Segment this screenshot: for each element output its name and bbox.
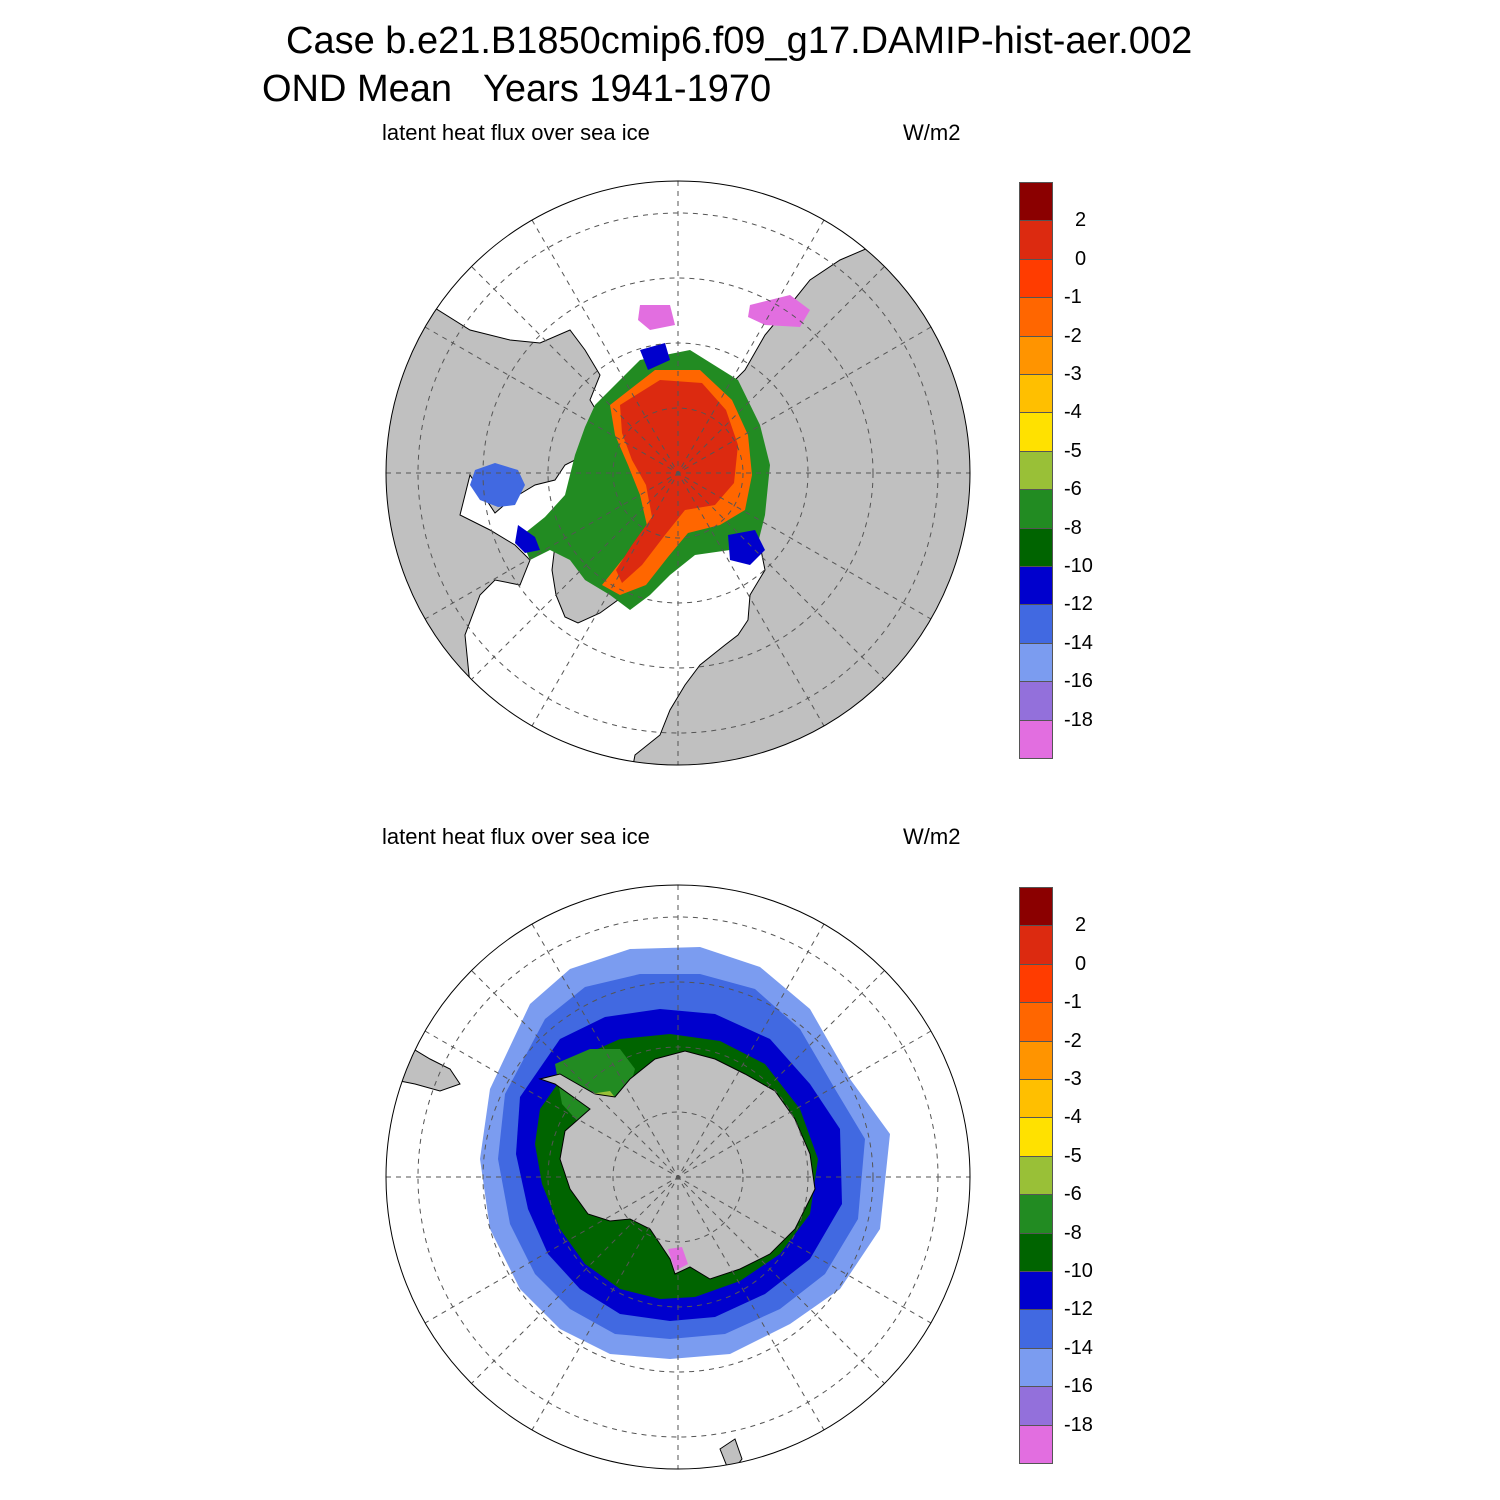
colorbar-tick-label: -6: [1064, 1183, 1082, 1206]
colorbar-tick-label: -14: [1064, 1336, 1093, 1359]
figure-subtitle: OND Mean Years 1941-1970: [262, 68, 772, 110]
colorbar-tick-label: -4: [1064, 401, 1082, 424]
colorbar-swatch: [1019, 566, 1053, 606]
colorbar-tick-label: -10: [1064, 555, 1093, 577]
colorbar-swatch: [1019, 1194, 1053, 1234]
colorbar-tick-label: -4: [1064, 1106, 1082, 1129]
south-polar-map: [385, 884, 971, 1470]
colorbar-tick-label: 2: [1075, 209, 1087, 232]
labrador-ice: [515, 525, 540, 553]
colorbar-tick-label: -5: [1064, 1144, 1082, 1167]
colorbar-swatch: [1019, 1309, 1053, 1349]
colorbar-tick-label: -14: [1064, 631, 1093, 654]
colorbar-swatch: [1019, 335, 1053, 375]
south-panel-units-label: W/m2: [903, 824, 961, 849]
colorbar-tick-label: -18: [1064, 708, 1093, 731]
barents-ice: [728, 530, 765, 565]
south-panel-variable-label: latent heat flux over sea ice: [382, 824, 650, 849]
colorbar-swatch: [1019, 1271, 1053, 1311]
colorbar-swatch: [1019, 412, 1053, 452]
colorbar-swatch: [1019, 1079, 1053, 1119]
colorbar-tick-label: -10: [1064, 1260, 1093, 1282]
colorbar-swatch: [1019, 1155, 1053, 1196]
colorbar-swatch: [1019, 374, 1053, 414]
colorbar-swatch: [1019, 925, 1053, 965]
north-polar-map: [385, 180, 971, 766]
colorbar-swatch: [1019, 489, 1053, 529]
colorbar-swatch: [1019, 1424, 1053, 1464]
colorbar-swatch: [1019, 182, 1053, 222]
colorbar-tick-label: 0: [1075, 247, 1087, 270]
colorbar-tick-label: -12: [1064, 1298, 1093, 1321]
bering-ice: [638, 305, 675, 330]
colorbar-swatch: [1019, 1117, 1053, 1157]
colorbar-tick-label: 2: [1075, 914, 1087, 937]
colorbar-tick-label: -1: [1064, 286, 1082, 309]
south-graticule: [386, 885, 970, 1469]
colorbar-tick-label: -16: [1064, 1375, 1093, 1398]
colorbar-tick-label: -5: [1064, 439, 1082, 462]
colorbar-swatch: [1019, 1347, 1053, 1388]
colorbar-swatch: [1019, 681, 1053, 721]
colorbar-tick-label: -3: [1064, 363, 1082, 385]
colorbar-swatch: [1019, 220, 1053, 260]
colorbar-swatch: [1019, 887, 1053, 927]
north-panel-variable-label: latent heat flux over sea ice: [382, 120, 650, 145]
colorbar-swatch: [1019, 963, 1053, 1004]
colorbar-swatch: [1019, 258, 1053, 299]
colorbar-swatch: [1019, 1002, 1053, 1042]
colorbar-swatch: [1019, 1040, 1053, 1080]
colorbar-tick-label: -2: [1064, 1029, 1082, 1052]
colorbar-swatch: [1019, 450, 1053, 491]
colorbar-tick-label: -8: [1064, 1221, 1082, 1244]
colorbar-tick-label: -2: [1064, 324, 1082, 347]
colorbar-tick-label: 0: [1075, 952, 1087, 975]
colorbar-swatch: [1019, 527, 1053, 567]
colorbar-swatch: [1019, 1386, 1053, 1426]
colorbar-tick-label: -6: [1064, 478, 1082, 501]
colorbar-tick-label: -18: [1064, 1413, 1093, 1436]
colorbar-tick-label: -8: [1064, 516, 1082, 539]
okhotsk-ice: [748, 295, 810, 327]
east-siberian-ice: [640, 343, 670, 370]
colorbar-swatch: [1019, 604, 1053, 644]
colorbar-tick-label: -16: [1064, 670, 1093, 693]
arctic-sea-ice-red-core: [616, 380, 738, 583]
colorbar-tick-label: -3: [1064, 1068, 1082, 1090]
colorbar-tick-label: -1: [1064, 991, 1082, 1014]
colorbar-tick-label: -12: [1064, 593, 1093, 616]
colorbar-swatch: [1019, 719, 1053, 759]
north-graticule: [386, 181, 970, 765]
colorbar-swatch: [1019, 642, 1053, 683]
figure-title: Case b.e21.B1850cmip6.f09_g17.DAMIP-hist…: [286, 20, 1193, 62]
colorbar-swatch: [1019, 297, 1053, 337]
colorbar-swatch: [1019, 1232, 1053, 1272]
hudson-bay-ice: [470, 463, 525, 507]
north-panel-units-label: W/m2: [903, 120, 961, 145]
